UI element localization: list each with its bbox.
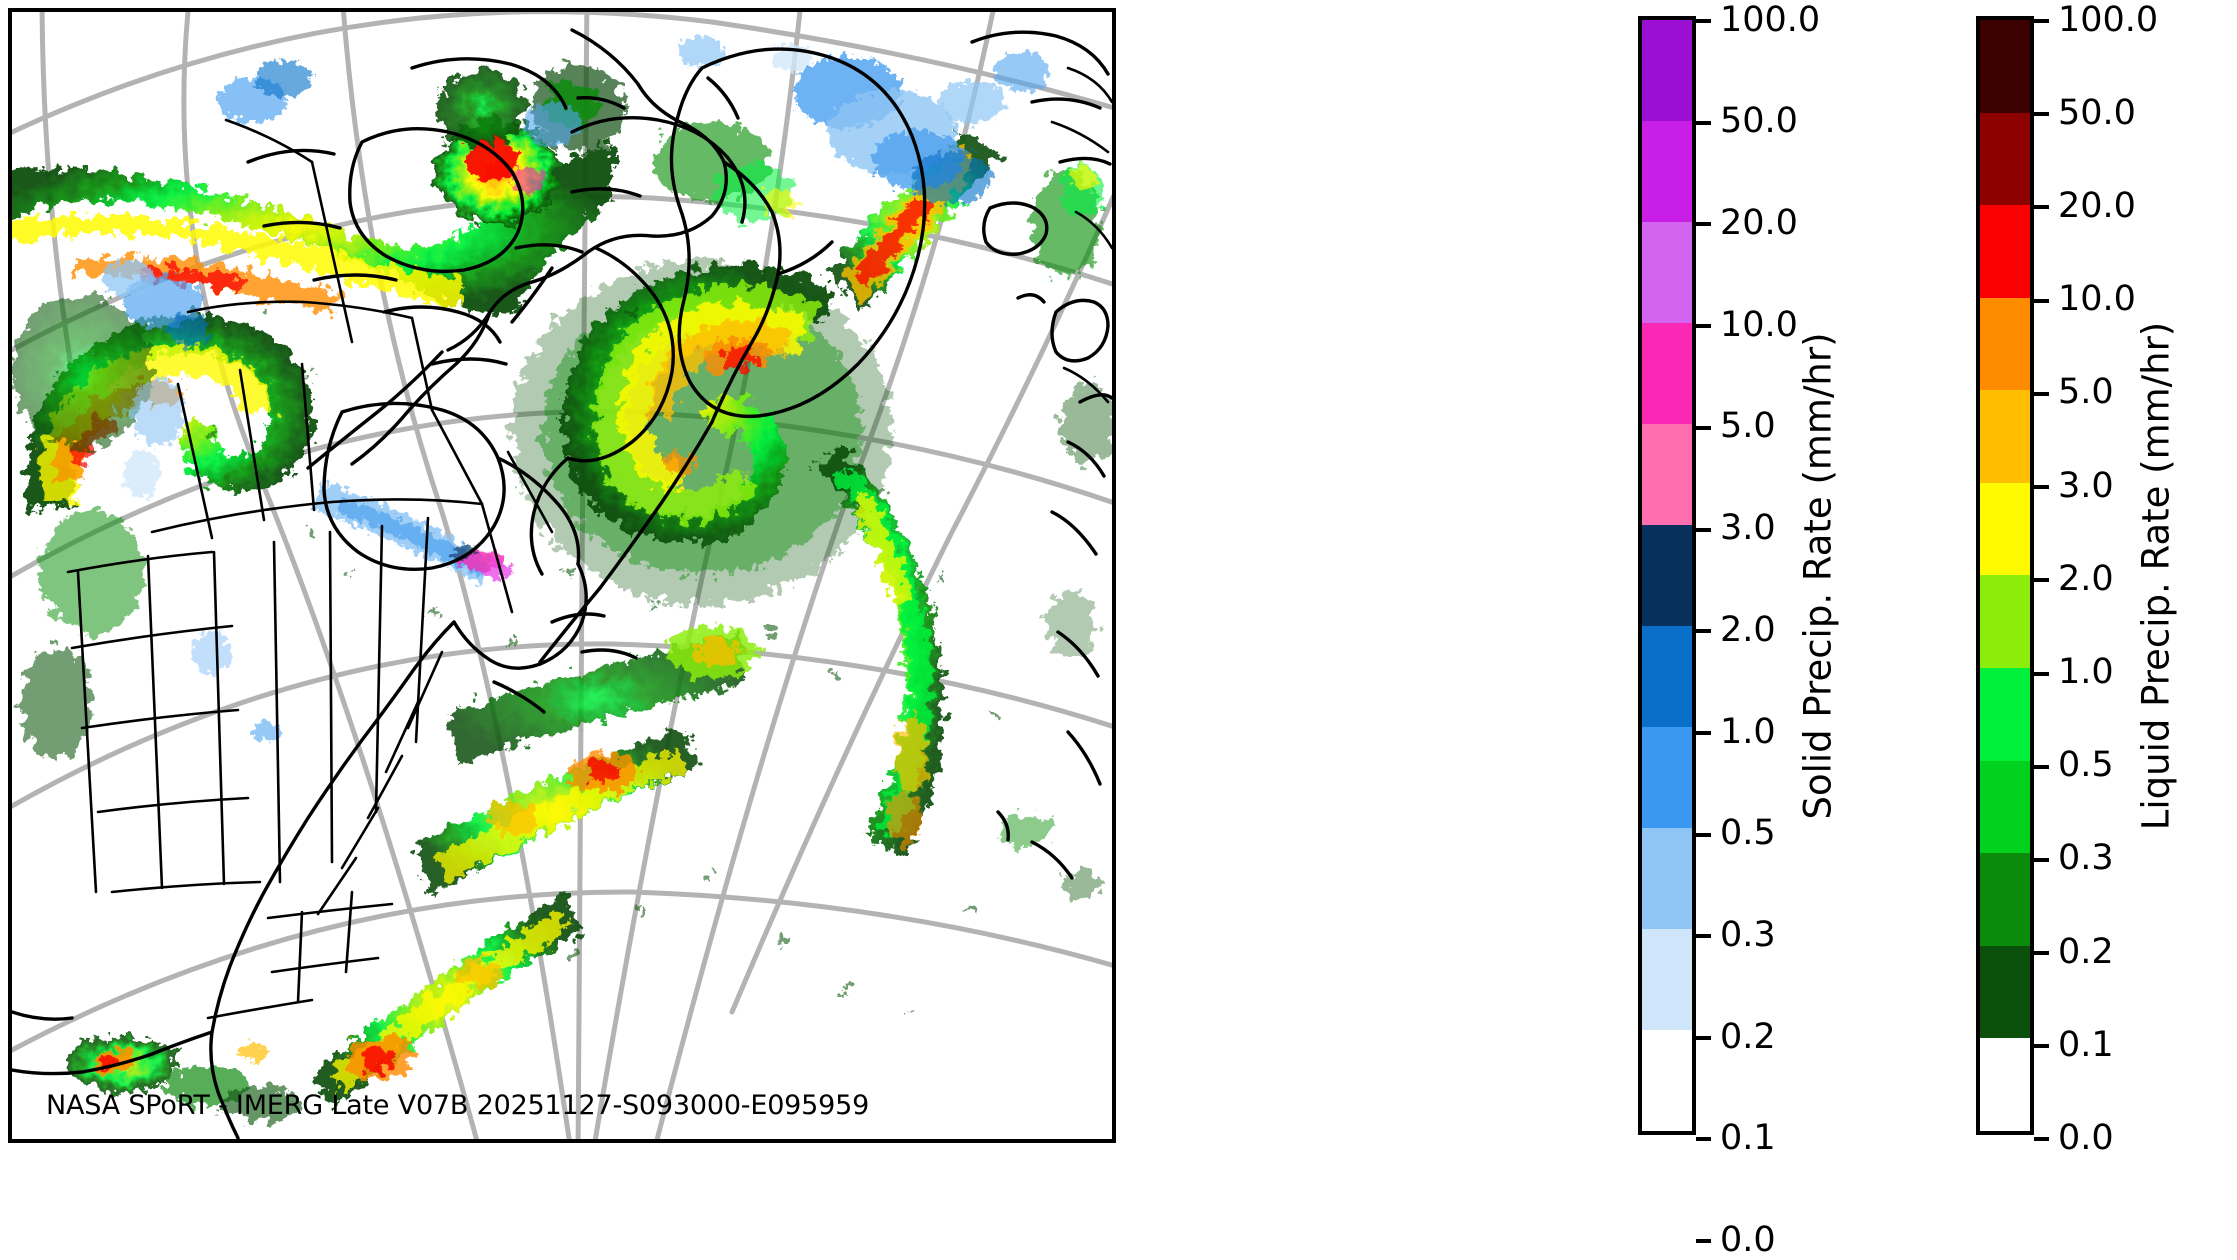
colorbar-segment	[1642, 20, 1692, 121]
tick-mark-icon	[1696, 1036, 1711, 1041]
tick-mark-icon	[1696, 629, 1711, 634]
tick-mark-icon	[1696, 527, 1711, 532]
colorbar-segment	[1980, 205, 2030, 298]
colorbar-segment	[1980, 575, 2030, 669]
tick-mark-icon	[1696, 731, 1711, 736]
colorbar-segment	[1642, 727, 1692, 828]
tick-mark-icon	[1696, 222, 1711, 227]
tick-mark-icon	[2034, 578, 2049, 583]
tick-mark-icon	[2034, 298, 2049, 303]
liquid-colorbar-strip	[1976, 16, 2034, 1135]
tick-mark-icon	[1696, 324, 1711, 329]
solid-colorbar-ticks: 100.0 50.0 20.0 10.0 5.0 3.0 2.0 1.0 0.5…	[1696, 2, 1886, 1257]
solid-precip-colorbar: 100.0 50.0 20.0 10.0 5.0 3.0 2.0 1.0 0.5…	[1630, 2, 1890, 1257]
colorbar-segment	[1642, 121, 1692, 222]
tick-mark-icon	[2034, 671, 2049, 676]
colorbar-segment	[1642, 1030, 1692, 1131]
tick-mark-icon	[2034, 764, 2049, 769]
tick-mark-icon	[1696, 1137, 1711, 1142]
colorbar-segment	[1642, 626, 1692, 727]
tick-mark-icon	[2034, 391, 2049, 396]
political-borders	[66, 66, 1112, 1020]
colorbar-segment	[1980, 297, 2030, 391]
colorbar-segment	[1642, 525, 1692, 626]
map-canvas	[12, 12, 1112, 1139]
tick-mark-icon	[1696, 934, 1711, 939]
figure-root: NASA SPoRT - IMERG Late V07B 20251127-S0…	[8, 2, 2228, 1258]
tick-mark-icon	[2034, 485, 2049, 490]
colorbar-segment	[1980, 390, 2030, 483]
tick-mark-icon	[1696, 832, 1711, 837]
colorbar-segment	[1980, 668, 2030, 761]
liquid-colorbar-ticks: 100.0 50.0 20.0 10.0 5.0 3.0 2.0 1.0 0.5…	[2034, 2, 2224, 1155]
tick-mark-icon	[2034, 857, 2049, 862]
liquid-precip-colorbar: 100.0 50.0 20.0 10.0 5.0 3.0 2.0 1.0 0.5…	[1968, 2, 2228, 1155]
colorbar-segment	[1980, 760, 2030, 854]
map-caption: NASA SPoRT - IMERG Late V07B 20251127-S0…	[46, 1090, 870, 1121]
tick-mark-icon	[2034, 1044, 2049, 1049]
colorbar-segment	[1642, 929, 1692, 1030]
colorbar-segment	[1980, 853, 2030, 946]
tick-mark-icon	[1696, 19, 1711, 24]
tick-mark-icon	[1696, 120, 1711, 125]
colorbar-segment	[1980, 1038, 2030, 1131]
colorbar-segment	[1642, 828, 1692, 929]
tick-mark-icon	[1696, 1239, 1711, 1244]
solid-colorbar-title: Solid Precip. Rate (mm/hr)	[1796, 331, 1840, 820]
colorbar-segment	[1980, 482, 2030, 576]
tick-mark-icon	[2034, 1137, 2049, 1142]
coastlines	[12, 28, 1112, 1139]
colorbar-segment	[1642, 222, 1692, 323]
tick-mark-icon	[2034, 19, 2049, 24]
liquid-colorbar-title: Liquid Precip. Rate (mm/hr)	[2134, 321, 2178, 830]
tick-mark-icon	[2034, 951, 2049, 956]
solid-precip-field	[102, 36, 1050, 1061]
tick-mark-icon	[2034, 205, 2049, 210]
solid-colorbar-strip	[1638, 16, 1696, 1135]
tick-mark-icon	[2034, 112, 2049, 117]
precipitation-map-panel[interactable]: NASA SPoRT - IMERG Late V07B 20251127-S0…	[8, 8, 1116, 1143]
colorbar-segment	[1642, 424, 1692, 525]
colorbar-segment	[1980, 112, 2030, 206]
colorbar-segment	[1980, 945, 2030, 1039]
colorbar-segment	[1980, 20, 2030, 113]
colorbar-segment	[1642, 323, 1692, 424]
tick-mark-icon	[1696, 425, 1711, 430]
